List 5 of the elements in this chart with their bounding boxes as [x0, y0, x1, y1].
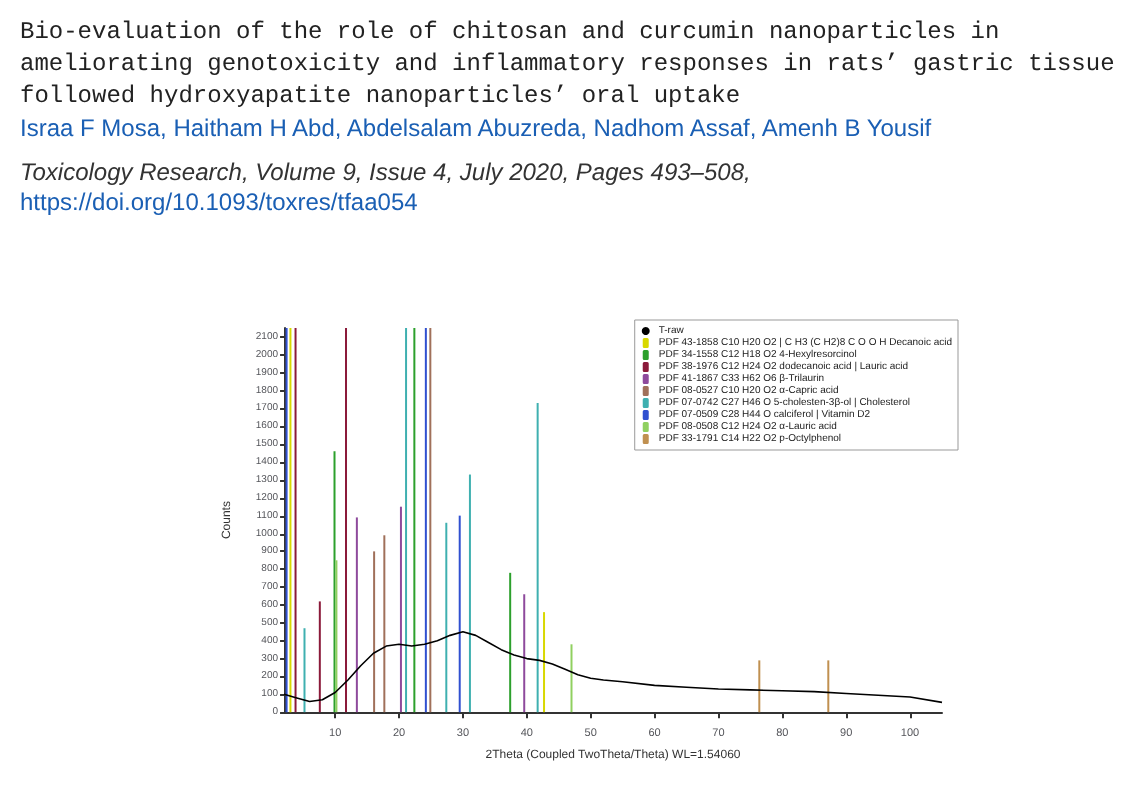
line-series [283, 630, 943, 704]
chart-subtitle: Israa F Mosa, Haitham H Abd, Abdelsalam Abuzreda, Nadhom Assaf, Amenh B Yousif [18, 114, 934, 142]
text: https://doi.org/10.1093/toxres/tfaa054 [18, 188, 420, 216]
text: Toxicology Research, Volume 9, Issue 4, July 2020, Pages 493–508, [18, 158, 753, 186]
chart-title: Bio-evaluation of the role of chitosan and curcumin nanoparticles in ameliorating genotoxicity and inflammatory responses in rats’ gastric tissue followed hydroxyapatite nanoparticles’ oral uptake [18, 16, 1117, 112]
